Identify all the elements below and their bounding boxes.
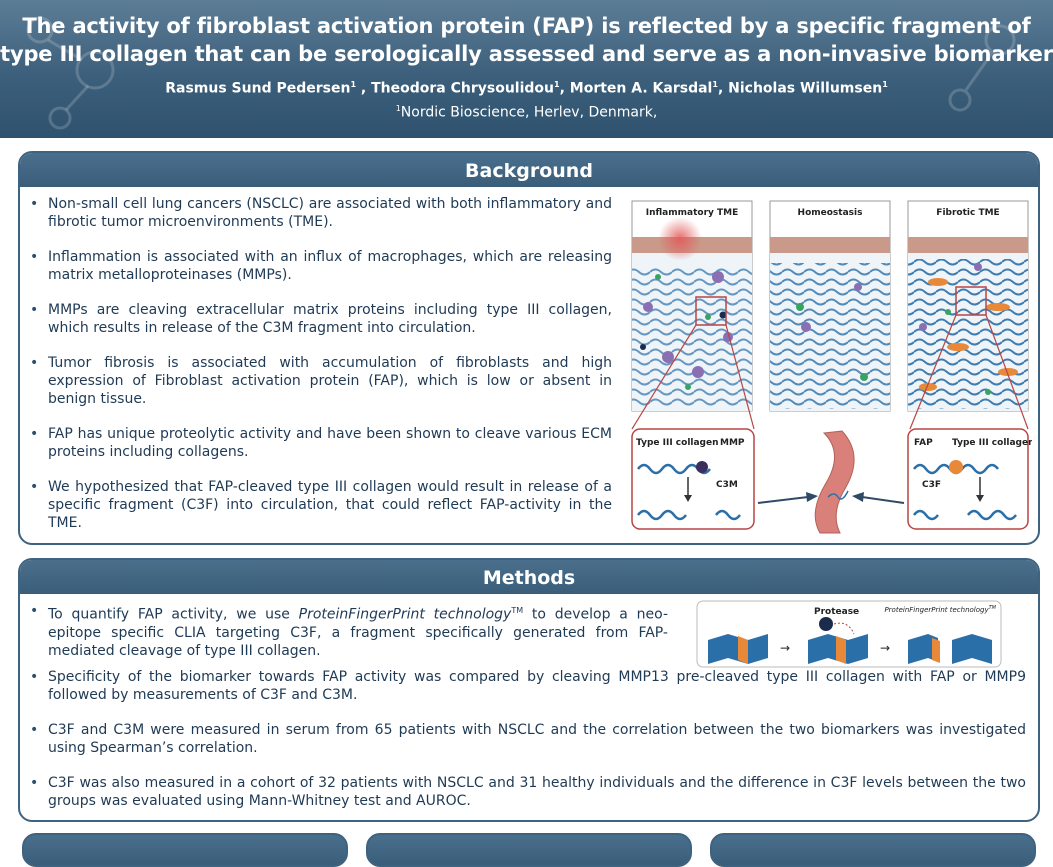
list-item: Specificity of the biomarker towards FAP… — [20, 668, 1026, 704]
svg-text:FAP: FAP — [914, 438, 933, 448]
svg-text:MMP: MMP — [720, 438, 745, 448]
bottom-section-tab — [710, 833, 1036, 867]
pfp-technology-figure: ProteinFingerPrint technologyTM Protease… — [696, 600, 1002, 668]
methods-bullets: Specificity of the biomarker towards FAP… — [20, 668, 1026, 820]
panel-label: Homeostasis — [798, 208, 863, 218]
svg-text:C3F: C3F — [922, 480, 941, 490]
background-section: Background Non-small cell lung cancers (… — [18, 151, 1040, 545]
methods-section: Methods To quantify FAP activity, we use… — [18, 558, 1040, 822]
list-item: Tumor fibrosis is associated with accumu… — [20, 354, 612, 408]
zoom-connectors — [631, 314, 1029, 430]
poster-header: The activity of fibroblast activation pr… — [0, 0, 1053, 138]
affiliation: 1Nordic Bioscience, Herlev, Denmark, — [395, 104, 658, 121]
blood-vessel-illustration — [757, 430, 905, 534]
list-item: Non-small cell lung cancers (NSCLC) are … — [20, 195, 612, 231]
mmp-cleavage-box: Type III collagen MMP C3M — [631, 428, 755, 530]
panel-inflammatory-tme: Inflammatory TME — [631, 200, 753, 412]
poster-title: The activity of fibroblast activation pr… — [0, 12, 1053, 68]
svg-text:Type III collagen: Type III collagen — [636, 438, 719, 448]
bottom-section-tab — [366, 833, 692, 867]
svg-text:Type III collagen: Type III collagen — [952, 438, 1032, 448]
list-item: C3F and C3M were measured in serum from … — [20, 721, 1026, 757]
svg-text:→: → — [880, 641, 890, 655]
panel-label: Fibrotic TME — [936, 208, 999, 218]
title-line-1: The activity of fibroblast activation pr… — [22, 14, 1031, 38]
list-item: FAP has unique proteolytic activity and … — [20, 425, 612, 461]
list-item: C3F was also measured in a cohort of 32 … — [20, 774, 1026, 810]
section-heading: Background — [20, 153, 1038, 187]
list-item: We hypothesized that FAP-cleaved type II… — [20, 478, 612, 532]
methods-bullets-top: To quantify FAP activity, we use Protein… — [20, 602, 668, 660]
molecule-decoration — [26, 16, 1016, 130]
list-item: MMPs are cleaving extracellular matrix p… — [20, 301, 612, 337]
panel-label: Inflammatory TME — [646, 208, 739, 218]
tme-figure: Inflammatory TME Homeostasis Fibrotic TM… — [631, 200, 1032, 534]
bottom-section-tab — [22, 833, 348, 867]
background-bullets: Non-small cell lung cancers (NSCLC) are … — [20, 195, 612, 543]
author-name: Rasmus Sund Pedersen — [165, 80, 351, 97]
fap-cleavage-box: FAP Type III collagen C3F — [907, 428, 1032, 530]
tech-label: ProteinFingerPrint technologyTM — [884, 605, 996, 614]
author-name: Theodora Chrysoulidou — [371, 80, 554, 97]
list-item: To quantify FAP activity, we use Protein… — [20, 602, 668, 660]
svg-text:C3M: C3M — [716, 480, 738, 490]
list-item: Inflammation is associated with an influ… — [20, 248, 612, 284]
section-heading: Methods — [20, 560, 1038, 594]
panel-homeostasis: Homeostasis — [769, 200, 891, 412]
author-name: Nicholas Willumsen — [728, 80, 883, 97]
author-name: Morten A. Karsdal — [569, 80, 713, 97]
svg-text:→: → — [780, 641, 790, 655]
author-list: Rasmus Sund Pedersen1 , Theodora Chrysou… — [165, 80, 888, 97]
protease-label: Protease — [814, 607, 859, 617]
title-line-2: type III collagen that can be serologica… — [0, 42, 1053, 66]
